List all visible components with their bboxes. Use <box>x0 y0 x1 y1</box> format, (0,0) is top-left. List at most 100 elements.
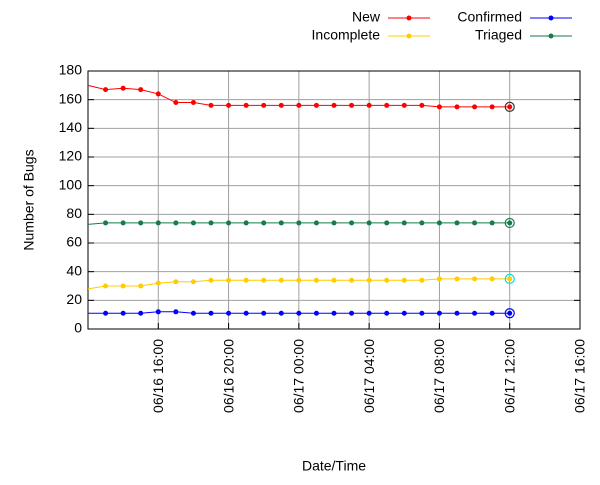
data-point <box>190 279 196 285</box>
data-point <box>472 310 478 316</box>
data-point <box>155 220 161 226</box>
data-point <box>313 310 319 316</box>
data-point <box>243 102 249 108</box>
data-point <box>507 276 513 282</box>
data-point <box>419 310 425 316</box>
data-point <box>331 102 337 108</box>
data-point <box>296 277 302 283</box>
data-point <box>226 310 232 316</box>
data-point <box>401 277 407 283</box>
y-tick-label: 120 <box>59 148 83 164</box>
data-point <box>349 310 355 316</box>
data-point <box>120 85 126 91</box>
data-point <box>313 277 319 283</box>
data-point <box>243 220 249 226</box>
data-point <box>331 310 337 316</box>
last-point-highlight <box>504 308 515 319</box>
data-point <box>208 220 214 226</box>
x-tick-label: 06/17 04:00 <box>361 339 377 413</box>
data-point <box>366 277 372 283</box>
legend-label: Triaged <box>475 27 522 43</box>
x-tick-label: 06/16 20:00 <box>220 339 236 413</box>
y-tick-label: 160 <box>59 90 83 106</box>
data-point <box>489 220 495 226</box>
data-point <box>155 280 161 286</box>
data-point <box>507 104 513 110</box>
data-point <box>138 87 144 93</box>
data-point <box>278 310 284 316</box>
data-point <box>296 102 302 108</box>
data-point <box>489 276 495 282</box>
data-point <box>331 277 337 283</box>
data-point <box>278 220 284 226</box>
data-point <box>120 283 126 289</box>
data-point <box>278 102 284 108</box>
y-tick-label: 140 <box>59 119 83 135</box>
y-tick-label: 60 <box>66 234 82 250</box>
data-point <box>454 104 460 110</box>
data-point <box>155 91 161 97</box>
data-point <box>331 220 337 226</box>
data-point <box>226 102 232 108</box>
y-tick-label: 180 <box>59 62 83 78</box>
data-point <box>489 104 495 110</box>
data-point <box>401 220 407 226</box>
data-point <box>261 277 267 283</box>
data-point <box>419 220 425 226</box>
data-point <box>120 220 126 226</box>
data-point <box>384 102 390 108</box>
data-point <box>436 276 442 282</box>
data-point <box>507 310 513 316</box>
data-point <box>472 104 478 110</box>
data-point <box>173 220 179 226</box>
data-point <box>226 220 232 226</box>
legend-marker <box>406 33 412 39</box>
data-point <box>401 310 407 316</box>
data-point <box>366 102 372 108</box>
legend-marker <box>548 15 554 21</box>
x-tick-label: 06/17 00:00 <box>291 339 307 413</box>
data-point <box>384 310 390 316</box>
data-point <box>243 310 249 316</box>
data-point <box>103 283 109 289</box>
data-point <box>384 220 390 226</box>
last-point-highlight <box>504 273 515 284</box>
data-point <box>472 220 478 226</box>
data-point <box>313 220 319 226</box>
data-point <box>436 310 442 316</box>
plot-frame <box>87 70 581 330</box>
legend-marker <box>548 33 554 39</box>
data-point <box>296 310 302 316</box>
data-point <box>349 277 355 283</box>
data-point <box>436 104 442 110</box>
data-point <box>208 277 214 283</box>
data-point <box>261 102 267 108</box>
data-point <box>226 277 232 283</box>
data-point <box>138 283 144 289</box>
data-point <box>173 100 179 106</box>
data-point <box>507 220 513 226</box>
data-point <box>454 276 460 282</box>
data-point <box>173 279 179 285</box>
data-point <box>190 100 196 106</box>
last-point-highlight <box>504 101 515 112</box>
data-point <box>103 220 109 226</box>
data-point <box>243 277 249 283</box>
data-point <box>190 220 196 226</box>
data-point <box>366 310 372 316</box>
x-tick-label: 06/17 12:00 <box>501 339 517 413</box>
data-point <box>155 309 161 315</box>
data-point <box>436 220 442 226</box>
data-point <box>454 220 460 226</box>
x-tick-label: 06/16 16:00 <box>150 339 166 413</box>
y-tick-label: 100 <box>59 176 83 192</box>
data-point <box>489 310 495 316</box>
y-tick-label: 0 <box>74 320 82 336</box>
legend-label: New <box>352 9 381 25</box>
y-tick-label: 20 <box>66 291 82 307</box>
data-point <box>419 102 425 108</box>
data-point <box>419 277 425 283</box>
data-point <box>208 102 214 108</box>
data-point <box>278 277 284 283</box>
